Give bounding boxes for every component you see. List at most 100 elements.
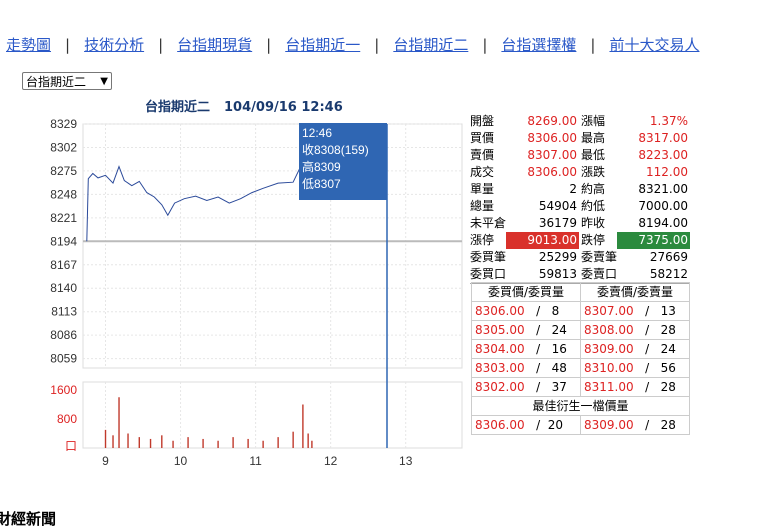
nav-separator: |: [65, 36, 71, 54]
volume-bar: [311, 440, 313, 448]
quote-row: 總量 54904 約低 7000.00: [470, 198, 690, 215]
chart-title-name: 台指期近二: [145, 100, 211, 115]
nav-options[interactable]: 台指選擇權: [501, 36, 577, 54]
quote-row: 賣價 8307.00 最低 8223.00: [470, 147, 690, 164]
volume-bar: [149, 438, 152, 448]
volume-bar: [307, 433, 309, 448]
quote-row: 單量 2 約高 8321.00: [470, 181, 690, 198]
price-tick-label: 8302: [50, 140, 77, 154]
book-row: 8302.00 / 37 8311.00 / 28: [471, 377, 690, 397]
quote-value: 8317.00: [638, 131, 688, 145]
volume-bar: [161, 435, 163, 448]
nav-trend[interactable]: 走勢圖: [6, 36, 52, 54]
contract-select[interactable]: 台指期近二 ▼: [22, 72, 112, 90]
news-heading[interactable]: 財經新聞: [0, 510, 57, 528]
quote-label: 未平倉: [470, 216, 507, 230]
price-tick-label: 8167: [50, 258, 77, 272]
ask-level: 8311.00 / 28: [580, 377, 690, 397]
nav-separator: |: [266, 36, 272, 54]
price-tick-label: 8194: [50, 234, 77, 248]
volume-bar: [232, 437, 234, 448]
quote-row: 未平倉 36179 昨收 8194.00: [470, 215, 690, 232]
quote-label: 開盤: [470, 114, 495, 128]
bid-level: 8304.00 / 16: [471, 339, 581, 359]
volume-bar: [302, 404, 304, 448]
limit-down-value: 7375.00: [617, 232, 690, 249]
time-tick-label: 12: [324, 454, 338, 468]
price-tooltip: 12:46 收8308(159) 高8309 低8307: [299, 123, 387, 200]
nav-taiex-spot[interactable]: 台指期現貨: [177, 36, 253, 54]
price-panel: [82, 123, 463, 369]
quote-value: 25299: [538, 250, 577, 264]
nav-separator: |: [482, 36, 488, 54]
ask-level: 8308.00 / 28: [580, 320, 690, 340]
nav-taiex-near2[interactable]: 台指期近二: [393, 36, 469, 54]
price-tick-label: 8140: [50, 281, 77, 295]
best-bid: 8306.00 / 20: [471, 415, 581, 435]
intraday-chart[interactable]: 8329 8302 8275 8248 8221 8194 8167 8140 8113 8086…: [0, 112, 470, 472]
quote-label: 委賣筆: [581, 250, 618, 264]
nav-separator: |: [158, 36, 164, 54]
order-book: 委買價/委買量 委賣價/委賣量 8306.00 / 8 8307.00 / 13 8…: [471, 282, 690, 435]
quote-label: 約低: [581, 199, 606, 213]
quote-row: 漲停 9013.00 跌停 7375.00: [470, 232, 690, 249]
quote-row: 買價 8306.00 最高 8317.00: [470, 130, 690, 147]
tooltip-line: 12:46: [302, 126, 332, 140]
quote-value: 8306.00: [527, 131, 577, 145]
bid-level: 8305.00 / 24: [471, 320, 581, 340]
price-tick-label: 8113: [51, 305, 77, 319]
price-tick-label: 8059: [50, 352, 77, 366]
book-row: 8305.00 / 24 8308.00 / 28: [471, 320, 690, 340]
nav-technical[interactable]: 技術分析: [84, 36, 145, 54]
bid-header: 委買價/委買量: [471, 282, 581, 302]
tooltip-box: [299, 123, 387, 200]
volume-bar: [202, 438, 204, 448]
quote-value: 1.37%: [649, 114, 688, 128]
volume-tick-label: 口: [65, 439, 77, 453]
nav-top10[interactable]: 前十大交易人: [609, 36, 700, 54]
quote-label: 成交: [470, 165, 495, 179]
time-tick-label: 11: [249, 454, 262, 468]
chart-title: 台指期近二 104/09/16 12:46: [145, 96, 343, 115]
price-tick-label: 8275: [50, 164, 77, 178]
nav-separator: |: [374, 36, 380, 54]
quote-value: 8307.00: [527, 148, 577, 162]
price-line: [86, 142, 311, 242]
volume-bar: [217, 440, 219, 448]
ask-level: 8310.00 / 56: [580, 358, 690, 378]
quote-label: 單量: [470, 182, 495, 196]
bid-level: 8306.00 / 8: [471, 301, 581, 321]
quote-label: 漲停: [470, 233, 495, 247]
book-row: 8304.00 / 16 8309.00 / 24: [471, 339, 690, 359]
volume-bar: [118, 397, 120, 448]
quote-label: 漲幅: [581, 114, 606, 128]
top-nav: 走勢圖 | 技術分析 | 台指期現貨 | 台指期近一 | 台指期近二 | 台指選擇權 | 前十大交易人: [0, 34, 699, 55]
quote-value: 8223.00: [638, 148, 688, 162]
quote-row: 委買口 59813 委賣口 58212: [470, 266, 690, 284]
best-level-header: 最佳衍生一檔價量: [471, 396, 690, 416]
volume-tick-label: 1600: [50, 383, 77, 397]
tooltip-line: 高8309: [302, 159, 341, 174]
quote-value: 58212: [617, 266, 690, 284]
quote-value: 27669: [649, 250, 688, 264]
quote-table: 開盤 8269.00 漲幅 1.37% 買價 8306.00 最高 8317.00 賣價 8307…: [470, 113, 690, 284]
quote-label: 昨收: [581, 216, 606, 230]
tooltip-line: 收8308(159): [302, 143, 369, 157]
volume-panel: [82, 381, 463, 449]
price-tick-label: 8221: [50, 211, 77, 225]
chevron-down-icon: ▼: [100, 76, 108, 87]
nav-separator: |: [590, 36, 596, 54]
quote-label: 委買筆: [470, 250, 507, 264]
quote-label: 總量: [470, 199, 495, 213]
price-tick-label: 8086: [50, 328, 77, 342]
volume-tick-label: 800: [57, 412, 77, 426]
quote-value: 36179: [538, 216, 577, 230]
best-ask: 8309.00 / 28: [580, 415, 690, 435]
quote-value: 8269.00: [527, 114, 577, 128]
bid-level: 8302.00 / 37: [471, 377, 581, 397]
volume-bar: [262, 440, 264, 448]
volume-bar: [112, 435, 114, 448]
nav-taiex-near1[interactable]: 台指期近一: [285, 36, 361, 54]
quote-value: 8306.00: [527, 165, 577, 179]
price-tick-label: 8248: [50, 187, 77, 201]
